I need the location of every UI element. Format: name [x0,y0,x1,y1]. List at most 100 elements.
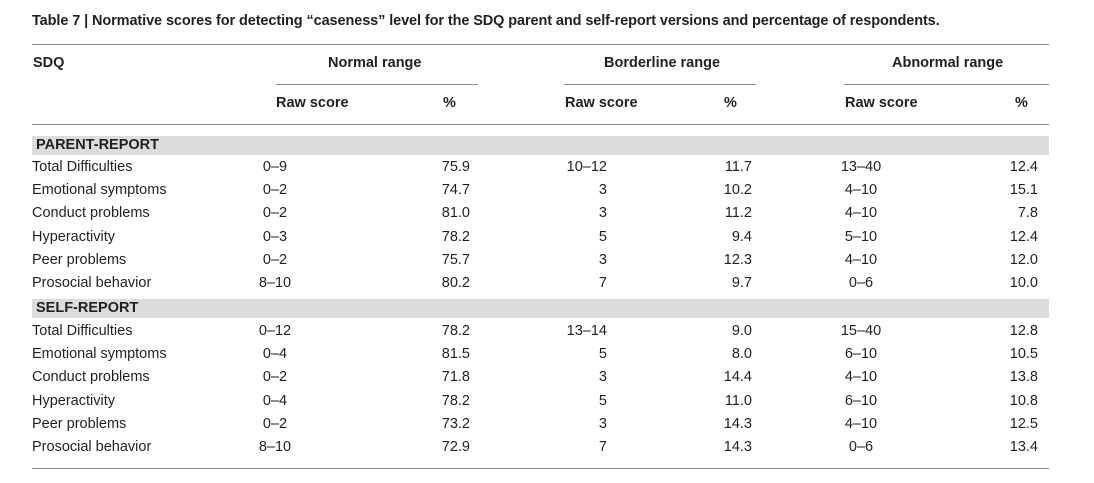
section-title: PARENT-REPORT [36,137,159,153]
table-row: Hyperactivity 0–3 78.2 5 9.4 5–10 12.4 [0,229,1094,252]
borderline-percent: 9.7 [731,275,752,291]
borderline-percent: 11.0 [724,393,752,409]
abnormal-raw-score: 0–6 [848,439,874,455]
borderline-percent: 10.2 [723,182,752,198]
borderline-raw-score: 13–14 [566,323,607,339]
normal-raw-score: 8–10 [258,275,292,291]
header-normal-raw-score: Raw score [276,95,349,111]
header-bottom-rule [32,124,1049,125]
abnormal-percent: 13.4 [1009,439,1038,455]
abnormal-percent: 12.5 [1009,416,1038,432]
row-label: Peer problems [32,416,127,432]
table-bottom-rule [32,468,1049,469]
table-row: Conduct problems 0–2 71.8 3 14.4 4–10 13… [0,369,1094,392]
table-row: Total Difficulties 0–12 78.2 13–14 9.0 1… [0,323,1094,346]
table-row: Emotional symptoms 0–2 74.7 3 10.2 4–10 … [0,182,1094,205]
abnormal-raw-score: 15–40 [840,323,882,339]
normal-range-rule [276,84,478,85]
abnormal-raw-score: 6–10 [844,346,878,362]
normal-percent: 78.2 [441,323,470,339]
header-normal-percent: % [443,95,456,111]
normal-raw-score: 0–9 [262,159,288,175]
abnormal-percent: 12.4 [1009,159,1038,175]
borderline-raw-score: 3 [598,416,607,432]
borderline-percent: 9.0 [731,323,752,339]
abnormal-raw-score: 4–10 [844,205,878,221]
abnormal-percent: 7.8 [1017,205,1038,221]
header-borderline-range: Borderline range [604,55,721,71]
table-row: Emotional symptoms 0–4 81.5 5 8.0 6–10 1… [0,346,1094,369]
row-label: Conduct problems [32,205,150,221]
borderline-raw-score: 7 [598,439,607,455]
normal-percent: 78.2 [441,393,470,409]
table-caption: Table 7 | Normative scores for detecting… [32,13,940,29]
table-row: Prosocial behavior 8–10 80.2 7 9.7 0–6 1… [0,275,1094,298]
header-borderline-raw-score: Raw score [565,95,638,111]
normal-percent: 75.7 [441,252,470,268]
abnormal-raw-score: 4–10 [844,416,878,432]
table-row: Hyperactivity 0–4 78.2 5 11.0 6–10 10.8 [0,393,1094,416]
abnormal-range-rule [844,84,1049,85]
normal-percent: 81.0 [441,205,470,221]
table-row: Peer problems 0–2 73.2 3 14.3 4–10 12.5 [0,416,1094,439]
section-band-self: SELF-REPORT [32,299,1049,318]
borderline-percent: 14.3 [723,439,752,455]
borderline-percent: 11.7 [724,159,752,175]
normal-raw-score: 0–2 [262,416,288,432]
borderline-raw-score: 3 [598,369,607,385]
borderline-percent: 14.4 [723,369,752,385]
row-label: Hyperactivity [32,229,115,245]
header-sdq: SDQ [33,55,65,71]
borderline-percent: 9.4 [731,229,752,245]
abnormal-percent: 10.8 [1009,393,1038,409]
header-borderline-percent: % [724,95,737,111]
normal-raw-score: 0–4 [262,346,288,362]
normal-percent: 78.2 [441,229,470,245]
normal-raw-score: 8–10 [258,439,292,455]
abnormal-raw-score: 0–6 [848,275,874,291]
borderline-raw-score: 10–12 [566,159,607,175]
row-label: Total Difficulties [32,159,133,175]
table-row: Peer problems 0–2 75.7 3 12.3 4–10 12.0 [0,252,1094,275]
abnormal-percent: 10.5 [1009,346,1038,362]
normal-percent: 74.7 [441,182,470,198]
table-row: Total Difficulties 0–9 75.9 10–12 11.7 1… [0,159,1094,182]
normal-raw-score: 0–2 [262,205,288,221]
normal-percent: 72.9 [441,439,470,455]
abnormal-raw-score: 4–10 [844,182,878,198]
borderline-range-rule [564,84,756,85]
abnormal-percent: 12.4 [1009,229,1038,245]
row-label: Total Difficulties [32,323,133,339]
top-rule [32,44,1049,45]
row-label: Prosocial behavior [32,439,152,455]
borderline-percent: 12.3 [723,252,752,268]
normal-percent: 73.2 [441,416,470,432]
borderline-raw-score: 5 [598,229,607,245]
borderline-raw-score: 3 [598,182,607,198]
normal-raw-score: 0–12 [258,323,292,339]
row-label: Conduct problems [32,369,150,385]
normal-raw-score: 0–3 [262,229,288,245]
borderline-raw-score: 5 [598,346,607,362]
row-label: Prosocial behavior [32,275,152,291]
borderline-percent: 8.0 [731,346,752,362]
normal-raw-score: 0–4 [262,393,288,409]
abnormal-raw-score: 13–40 [840,159,882,175]
abnormal-percent: 10.0 [1009,275,1038,291]
abnormal-raw-score: 4–10 [844,369,878,385]
abnormal-raw-score: 5–10 [844,229,878,245]
abnormal-raw-score: 6–10 [844,393,878,409]
abnormal-percent: 15.1 [1009,182,1038,198]
borderline-raw-score: 3 [598,205,607,221]
normal-raw-score: 0–2 [262,182,288,198]
abnormal-percent: 12.8 [1009,323,1038,339]
table-row: Prosocial behavior 8–10 72.9 7 14.3 0–6 … [0,439,1094,462]
normal-percent: 80.2 [441,275,470,291]
row-label: Emotional symptoms [32,182,167,198]
header-abnormal-raw-score: Raw score [845,95,918,111]
abnormal-raw-score: 4–10 [844,252,878,268]
row-label: Hyperactivity [32,393,115,409]
normal-percent: 75.9 [441,159,470,175]
borderline-percent: 11.2 [724,205,752,221]
row-label: Emotional symptoms [32,346,167,362]
